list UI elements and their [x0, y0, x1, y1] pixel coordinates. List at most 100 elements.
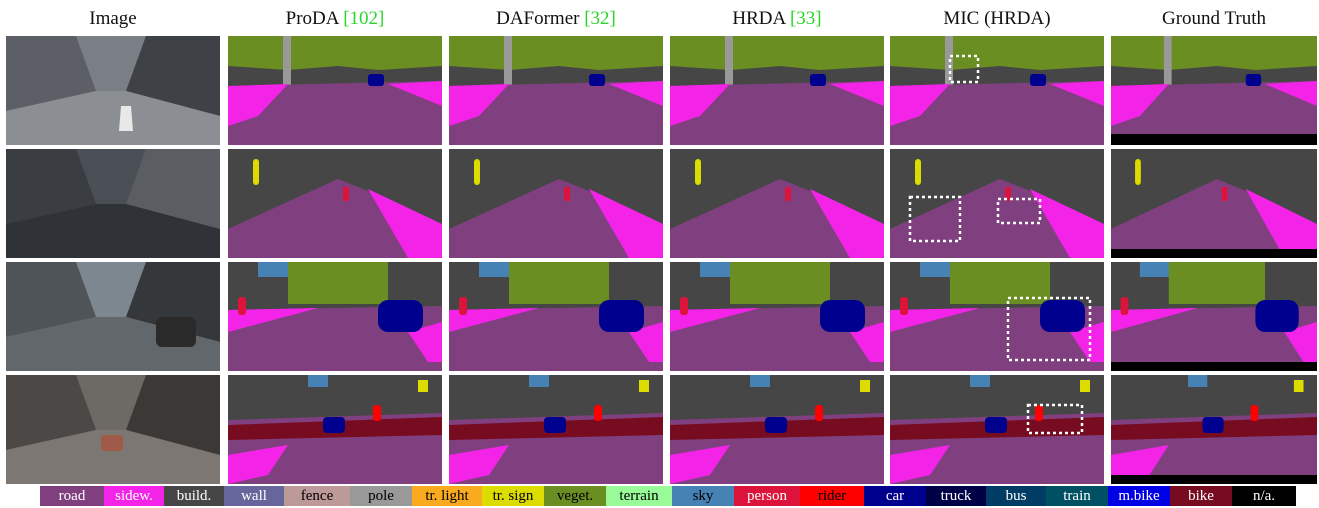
seg-sky — [970, 375, 990, 387]
photo-road-arrow — [119, 106, 133, 131]
seg-vegetation — [509, 262, 609, 304]
legend-item-wall: wall — [224, 486, 284, 506]
cell-proda-row-4 — [228, 375, 442, 484]
seg-vegetation — [730, 262, 830, 304]
cell-mic-hrda-row-1 — [890, 36, 1104, 145]
seg-traffic-sign — [639, 380, 649, 392]
seg-rider — [815, 405, 823, 421]
seg-car — [378, 300, 423, 332]
seg-traffic-sign — [253, 159, 259, 185]
segmentation-map — [1111, 375, 1317, 484]
cell-daformer-row-1 — [449, 36, 663, 145]
column-title-ground-truth: Ground Truth — [1111, 6, 1317, 32]
photo-car — [101, 435, 123, 451]
cell-daformer-row-4 — [449, 375, 663, 484]
segmentation-map — [1111, 149, 1317, 258]
seg-car — [1202, 417, 1223, 433]
segmentation-map — [670, 262, 884, 371]
seg-rider — [1251, 405, 1259, 421]
cell-ground-truth-row-4 — [1111, 375, 1317, 484]
cell-image-row-2 — [6, 149, 220, 258]
seg-car — [1255, 300, 1298, 332]
cell-hrda-row-1 — [670, 36, 884, 145]
seg-person — [343, 187, 349, 201]
segmentation-map — [670, 149, 884, 258]
seg-traffic-sign — [695, 159, 701, 185]
cell-ground-truth-row-2 — [1111, 149, 1317, 258]
seg-vegetation — [1169, 262, 1265, 304]
cell-daformer-row-3 — [449, 262, 663, 371]
seg-person — [1222, 187, 1228, 201]
legend-item-m-bike: m.bike — [1108, 486, 1170, 506]
legend-item-pole: pole — [350, 486, 412, 506]
legend-item-sidew: sidew. — [104, 486, 164, 506]
segmentation-map — [1111, 262, 1317, 371]
segmentation-map — [228, 375, 442, 484]
cell-daformer-row-2 — [449, 149, 663, 258]
seg-sky — [308, 375, 328, 387]
seg-person — [564, 187, 570, 201]
segmentation-map — [449, 375, 663, 484]
segmentation-map — [228, 36, 442, 145]
legend-item-truck: truck — [926, 486, 986, 506]
legend-item-fence: fence — [284, 486, 350, 506]
legend-item-n-a: n/a. — [1232, 486, 1296, 506]
seg-ego-vehicle — [1111, 134, 1317, 145]
seg-car — [765, 417, 787, 433]
legend-item-tr-light: tr. light — [412, 486, 482, 506]
legend-item-veget: veget. — [544, 486, 606, 506]
seg-car — [589, 74, 605, 86]
legend-item-road: road — [40, 486, 104, 506]
class-color-legend: road sidew. build. wall fence pole tr. light tr… — [40, 486, 1296, 506]
seg-traffic-sign — [418, 380, 428, 392]
seg-person — [900, 297, 908, 315]
legend-item-build: build. — [164, 486, 224, 506]
photo-thumbnail — [6, 36, 220, 145]
cell-mic-hrda-row-4 — [890, 375, 1104, 484]
seg-traffic-sign — [1135, 159, 1141, 185]
segmentation-map — [449, 262, 663, 371]
segmentation-map — [890, 262, 1104, 371]
seg-person — [680, 297, 688, 315]
segmentation-map — [449, 149, 663, 258]
cell-hrda-row-2 — [670, 149, 884, 258]
seg-car — [1040, 300, 1085, 332]
seg-vegetation — [670, 36, 884, 70]
legend-item-sky: sky — [672, 486, 734, 506]
seg-car — [368, 74, 384, 86]
seg-rider — [373, 405, 381, 421]
seg-traffic-sign — [1080, 380, 1090, 392]
cell-hrda-row-3 — [670, 262, 884, 371]
seg-vegetation — [449, 36, 663, 70]
legend-item-bus: bus — [986, 486, 1046, 506]
cell-ground-truth-row-3 — [1111, 262, 1317, 371]
seg-traffic-sign — [1294, 380, 1304, 392]
seg-traffic-sign — [860, 380, 870, 392]
segmentation-map — [890, 149, 1104, 258]
seg-vegetation — [228, 36, 442, 70]
cell-proda-row-3 — [228, 262, 442, 371]
seg-sky — [1188, 375, 1207, 387]
seg-person — [785, 187, 791, 201]
photo-thumbnail — [6, 262, 220, 371]
seg-person — [1121, 297, 1129, 315]
photo-thumbnail — [6, 375, 220, 484]
column-title-proda: ProDA [102] — [228, 6, 442, 32]
segmentation-map — [670, 375, 884, 484]
seg-car — [820, 300, 865, 332]
seg-car — [810, 74, 826, 86]
seg-sky — [529, 375, 549, 387]
cell-mic-hrda-row-3 — [890, 262, 1104, 371]
seg-traffic-sign — [474, 159, 480, 185]
column-title-mic-hrda: MIC (HRDA) — [890, 6, 1104, 32]
cell-proda-row-2 — [228, 149, 442, 258]
seg-car — [1030, 74, 1046, 86]
seg-person — [238, 297, 246, 315]
seg-person — [459, 297, 467, 315]
seg-car — [323, 417, 345, 433]
segmentation-map — [228, 262, 442, 371]
legend-item-train: train — [1046, 486, 1108, 506]
segmentation-map — [890, 36, 1104, 145]
seg-car — [544, 417, 566, 433]
column-headers: Image ProDA [102] DAFormer [32] HRDA [33… — [0, 0, 1319, 34]
